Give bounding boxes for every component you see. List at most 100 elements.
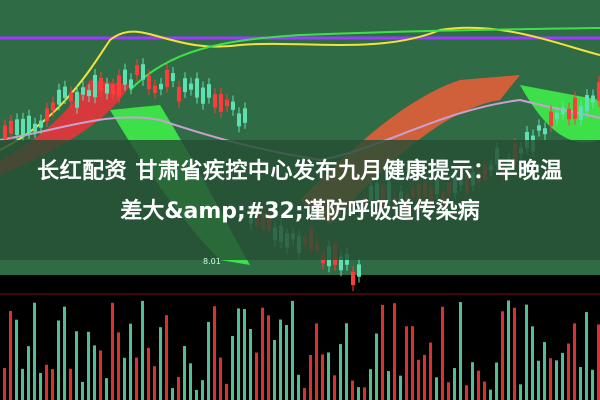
volume-bar <box>345 323 348 400</box>
candle <box>3 125 7 140</box>
volume-bar <box>3 368 6 400</box>
candle <box>105 83 109 94</box>
candle <box>351 271 355 286</box>
volume-bar <box>171 388 174 400</box>
volume-bar <box>561 352 564 400</box>
volume-bar <box>381 304 384 400</box>
candle <box>81 87 85 95</box>
volume-bar <box>147 347 150 400</box>
volume-bar <box>87 331 90 400</box>
volume-bar <box>327 352 330 400</box>
candle <box>549 111 553 127</box>
volume-bar <box>267 315 270 400</box>
volume-bar <box>393 303 396 400</box>
candle <box>183 78 187 93</box>
candle <box>567 108 571 120</box>
candle <box>21 118 25 136</box>
candle <box>141 64 145 80</box>
candle <box>555 112 559 120</box>
volume-bar <box>477 370 480 400</box>
volume-bar <box>465 385 468 400</box>
candle <box>573 97 577 119</box>
volume-bar <box>507 300 510 400</box>
candle <box>27 115 31 133</box>
volume-bar <box>435 377 438 400</box>
candle <box>33 123 37 132</box>
volume-bar <box>309 354 312 400</box>
candle <box>153 85 157 93</box>
article-title[interactable]: 长红配资 甘肃省疾控中心发布九月健康提示：早晚温 差大&amp;#32;谨防呼吸… <box>0 152 600 232</box>
volume-bar <box>411 326 414 400</box>
volume-bar <box>501 311 504 400</box>
volume-bar <box>417 359 420 400</box>
volume-bar <box>105 378 108 400</box>
volume-bar <box>261 307 264 400</box>
volume-bar <box>555 360 558 400</box>
volume-bar <box>573 323 576 400</box>
volume-bar <box>111 302 114 400</box>
candle <box>147 75 151 89</box>
candle <box>15 119 19 135</box>
volume-bar <box>459 302 462 400</box>
volume-bar <box>279 319 282 400</box>
volume-bar <box>591 369 594 400</box>
volume-bar <box>537 360 540 400</box>
candle <box>339 256 343 271</box>
volume-bar <box>321 354 324 400</box>
candle <box>177 86 181 102</box>
candle <box>591 95 595 103</box>
volume-bar <box>69 368 72 400</box>
volume-bar <box>453 368 456 400</box>
volume-bar <box>153 366 156 400</box>
volume-bar <box>123 357 126 400</box>
volume-bar <box>93 345 96 400</box>
article-title-line2: 差大&amp;#32;谨防呼吸道传染病 <box>120 199 480 224</box>
volume-bar <box>21 368 24 400</box>
volume-bar <box>351 380 354 400</box>
volume-bar <box>33 302 36 400</box>
volume-bar <box>39 372 42 400</box>
volume-bar <box>51 369 54 400</box>
candle <box>195 78 199 98</box>
volume-bar <box>375 333 378 400</box>
candle <box>231 101 235 110</box>
volume-bar <box>177 376 180 400</box>
volume-bar <box>303 388 306 400</box>
volume-bar <box>195 389 198 400</box>
volume-bar <box>363 387 366 400</box>
volume-bar <box>99 350 102 400</box>
volume-bar <box>45 364 48 400</box>
volume-bar <box>525 304 528 400</box>
volume-bar <box>285 325 288 400</box>
candle <box>597 81 600 102</box>
volume-bar <box>531 326 534 400</box>
volume-bar <box>441 306 444 400</box>
candle <box>87 90 91 97</box>
candle <box>129 79 133 89</box>
volume-bar <box>27 346 30 400</box>
volume-bar <box>231 335 234 400</box>
volume-bar <box>429 342 432 400</box>
candle <box>561 107 565 115</box>
candle <box>117 75 121 98</box>
candle <box>243 108 247 123</box>
candle <box>225 99 229 107</box>
candle <box>93 74 97 98</box>
volume-bar <box>597 324 600 400</box>
volume-bar <box>543 342 546 400</box>
candle <box>111 84 115 95</box>
volume-bar <box>549 358 552 400</box>
volume-bar <box>243 309 246 400</box>
volume-bar <box>219 357 222 400</box>
volume-bar <box>15 319 18 400</box>
volume-bar <box>585 312 588 400</box>
volume-bar <box>297 374 300 400</box>
candle <box>39 120 43 128</box>
candle <box>219 94 223 112</box>
volume-bar <box>357 387 360 400</box>
volume-bar <box>225 383 228 400</box>
volume-bar <box>129 323 132 400</box>
volume-bar <box>273 340 276 400</box>
volume-bar <box>489 389 492 400</box>
